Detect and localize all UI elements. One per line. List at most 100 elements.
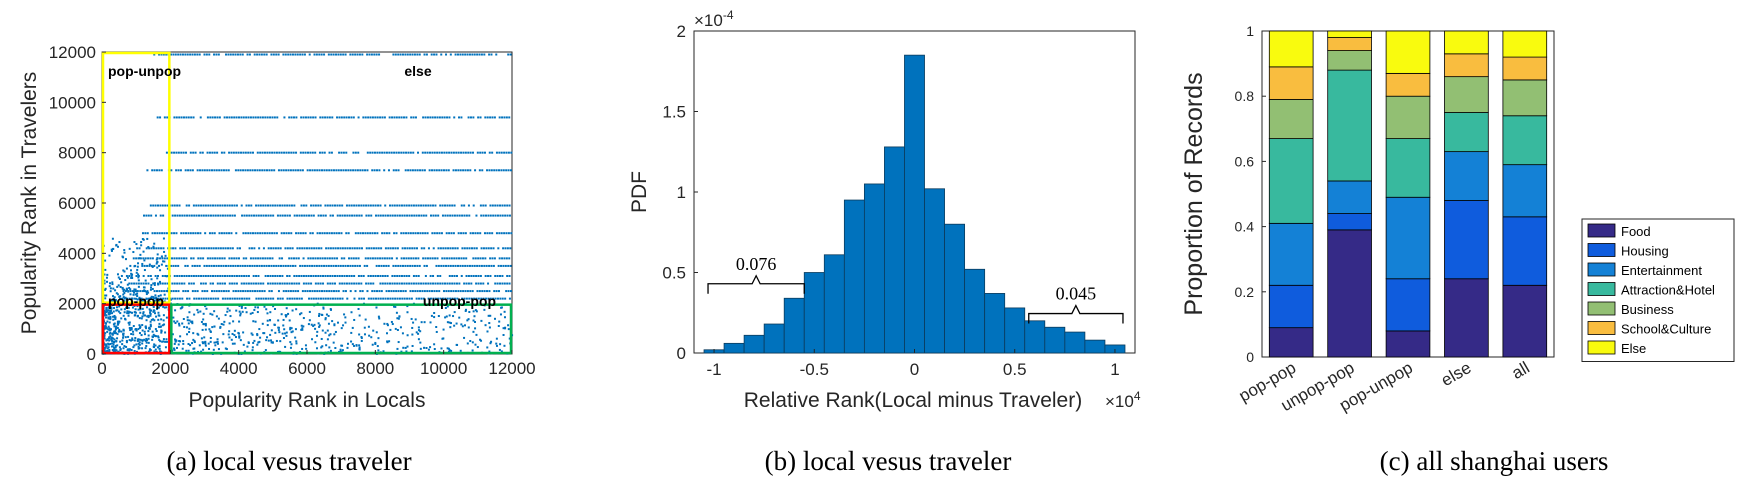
scatter-band-point bbox=[369, 282, 372, 285]
scatter-band-point bbox=[253, 247, 256, 250]
scatter-point bbox=[110, 307, 113, 310]
scatter-band-point bbox=[164, 274, 167, 277]
scatter-band-point bbox=[392, 247, 395, 250]
scatter-band-point bbox=[231, 282, 234, 285]
scatter-point bbox=[251, 346, 254, 349]
scatter-band-point bbox=[288, 257, 291, 260]
scatter-band-point bbox=[403, 116, 406, 119]
scatter-band-point bbox=[300, 214, 303, 217]
scatter-band-point bbox=[235, 274, 238, 277]
scatter-band-point bbox=[205, 297, 208, 300]
scatter-point bbox=[415, 331, 418, 334]
scatter-point bbox=[117, 320, 120, 323]
scatter-point bbox=[155, 296, 158, 299]
scatter-y-tick-label: 0 bbox=[87, 345, 96, 364]
scatter-band-point bbox=[276, 116, 279, 119]
scatter-point bbox=[159, 269, 162, 272]
scatter-point bbox=[138, 324, 141, 327]
scatter-point bbox=[128, 286, 131, 289]
scatter-band-point bbox=[389, 204, 391, 207]
stacked-segment bbox=[1502, 164, 1548, 218]
scatter-point bbox=[452, 315, 455, 318]
scatter-band-point bbox=[209, 116, 212, 119]
scatter-band-point bbox=[331, 204, 334, 207]
scatter-y-axis-label: Popularity Rank in Travelers bbox=[18, 72, 41, 335]
scatter-point bbox=[386, 340, 389, 343]
scatter-band-point bbox=[248, 264, 251, 267]
scatter-band-point bbox=[425, 53, 428, 56]
scatter-band-point bbox=[487, 274, 490, 277]
stacked-segment bbox=[1444, 30, 1489, 55]
scatter-band-point bbox=[388, 151, 391, 154]
scatter-band-point bbox=[453, 297, 456, 300]
scatter-band-point bbox=[229, 264, 232, 267]
scatter-point bbox=[401, 332, 404, 335]
scatter-band-point bbox=[304, 232, 307, 235]
scatter-band-point bbox=[467, 204, 470, 207]
scatter-band-point bbox=[486, 169, 489, 172]
scatter-band-point bbox=[327, 297, 330, 300]
scatter-point bbox=[499, 313, 502, 316]
scatter-points bbox=[102, 53, 514, 355]
scatter-point bbox=[224, 347, 227, 350]
scatter-band-point bbox=[147, 214, 150, 217]
scatter-band-point bbox=[247, 204, 250, 207]
scatter-band-point bbox=[357, 151, 360, 154]
scatter-point bbox=[155, 315, 158, 318]
scatter-point bbox=[507, 328, 510, 331]
scatter-band-point bbox=[353, 214, 356, 217]
scatter-band-point bbox=[177, 290, 180, 293]
scatter-band-point bbox=[192, 232, 195, 235]
scatter-band-point bbox=[242, 232, 245, 235]
scatter-point bbox=[103, 332, 106, 335]
scatter-band-point bbox=[424, 204, 427, 207]
scatter-band-point bbox=[161, 282, 164, 285]
scatter-point bbox=[131, 337, 134, 340]
scatter-band-point bbox=[501, 204, 504, 207]
scatter-point bbox=[202, 342, 205, 345]
scatter-point bbox=[199, 310, 202, 313]
scatter-point bbox=[417, 332, 420, 335]
scatter-band-point bbox=[415, 247, 418, 250]
scatter-band-point bbox=[239, 247, 242, 250]
scatter-band-point bbox=[416, 53, 419, 56]
scatter-band-point bbox=[212, 274, 215, 277]
scatter-point bbox=[235, 309, 238, 312]
scatter-band-point bbox=[312, 257, 315, 260]
scatter-band-point bbox=[180, 116, 183, 119]
scatter-point bbox=[109, 331, 112, 334]
histogram-bar bbox=[1064, 331, 1086, 354]
scatter-band-point bbox=[403, 257, 406, 260]
scatter-point bbox=[157, 306, 160, 309]
scatter-point bbox=[179, 340, 182, 343]
scatter-point bbox=[103, 273, 106, 276]
scatter-point bbox=[111, 332, 114, 335]
scatter-band-point bbox=[508, 297, 511, 300]
scatter-band-point bbox=[197, 204, 200, 207]
scatter-band-point bbox=[409, 290, 412, 293]
scatter-band-point bbox=[510, 151, 513, 154]
scatter-band-point bbox=[185, 274, 188, 277]
scatter-band-point bbox=[367, 274, 370, 277]
scatter-band-point bbox=[218, 116, 221, 119]
scatter-point bbox=[138, 297, 141, 300]
scatter-band-point bbox=[337, 247, 340, 250]
scatter-point bbox=[153, 282, 156, 285]
scatter-point bbox=[153, 350, 156, 353]
scatter-band-point bbox=[391, 257, 394, 260]
scatter-band-point bbox=[215, 264, 218, 267]
scatter-band-point bbox=[410, 297, 413, 300]
scatter-band-point bbox=[126, 297, 129, 300]
scatter-point bbox=[272, 305, 275, 308]
scatter-band-point bbox=[201, 151, 204, 154]
scatter-band-point bbox=[482, 214, 485, 217]
scatter-band-point bbox=[211, 232, 214, 235]
scatter-band-point bbox=[279, 214, 282, 217]
scatter-point bbox=[114, 349, 117, 352]
scatter-band-point bbox=[427, 282, 430, 285]
scatter-point bbox=[139, 338, 142, 341]
scatter-point bbox=[129, 329, 132, 332]
scatter-point bbox=[140, 317, 143, 320]
scatter-band-point bbox=[265, 53, 268, 56]
scatter-point bbox=[118, 277, 121, 280]
